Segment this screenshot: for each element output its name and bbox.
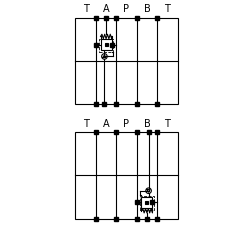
Bar <box>140 196 153 210</box>
Text: P: P <box>123 4 129 14</box>
Bar <box>75 133 177 219</box>
Text: T: T <box>82 118 88 128</box>
Bar <box>75 19 177 105</box>
Text: B: B <box>143 4 150 14</box>
Text: T: T <box>164 118 170 128</box>
Text: A: A <box>102 118 109 128</box>
Text: B: B <box>143 118 150 128</box>
Bar <box>100 40 111 51</box>
Bar <box>104 44 107 47</box>
Text: T: T <box>82 4 88 14</box>
Bar <box>99 39 112 53</box>
Bar <box>141 197 152 208</box>
Text: A: A <box>102 4 109 14</box>
Text: P: P <box>123 118 129 128</box>
Text: T: T <box>164 4 170 14</box>
Bar <box>145 201 148 204</box>
